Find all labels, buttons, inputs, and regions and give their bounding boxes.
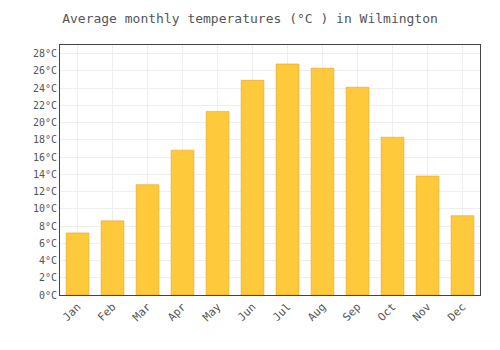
svg-text:May: May: [200, 300, 224, 324]
svg-text:0°C: 0°C: [39, 290, 57, 301]
svg-text:Dec: Dec: [445, 301, 468, 324]
svg-text:24°C: 24°C: [33, 83, 57, 94]
svg-text:Aug: Aug: [305, 301, 328, 324]
svg-text:Average monthly temperatures (: Average monthly temperatures (°C ) in Wi…: [62, 11, 438, 26]
svg-text:16°C: 16°C: [33, 152, 57, 163]
svg-text:Nov: Nov: [410, 300, 434, 324]
svg-text:26°C: 26°C: [33, 65, 57, 76]
svg-text:28°C: 28°C: [33, 48, 57, 59]
svg-text:6°C: 6°C: [39, 238, 57, 249]
svg-text:Feb: Feb: [95, 301, 118, 324]
svg-text:Jan: Jan: [60, 301, 83, 324]
svg-text:20°C: 20°C: [33, 117, 57, 128]
svg-text:2°C: 2°C: [39, 272, 57, 283]
svg-text:14°C: 14°C: [33, 169, 57, 180]
svg-text:4°C: 4°C: [39, 255, 57, 266]
svg-text:12°C: 12°C: [33, 186, 57, 197]
svg-text:Sep: Sep: [340, 301, 363, 324]
svg-text:Apr: Apr: [165, 300, 189, 324]
svg-text:Jun: Jun: [235, 301, 258, 324]
svg-text:22°C: 22°C: [33, 100, 57, 111]
svg-text:Mar: Mar: [130, 300, 154, 324]
svg-text:10°C: 10°C: [33, 203, 57, 214]
svg-text:18°C: 18°C: [33, 134, 57, 145]
svg-text:8°C: 8°C: [39, 221, 57, 232]
svg-text:Jul: Jul: [270, 301, 293, 324]
svg-text:Oct: Oct: [375, 301, 398, 324]
